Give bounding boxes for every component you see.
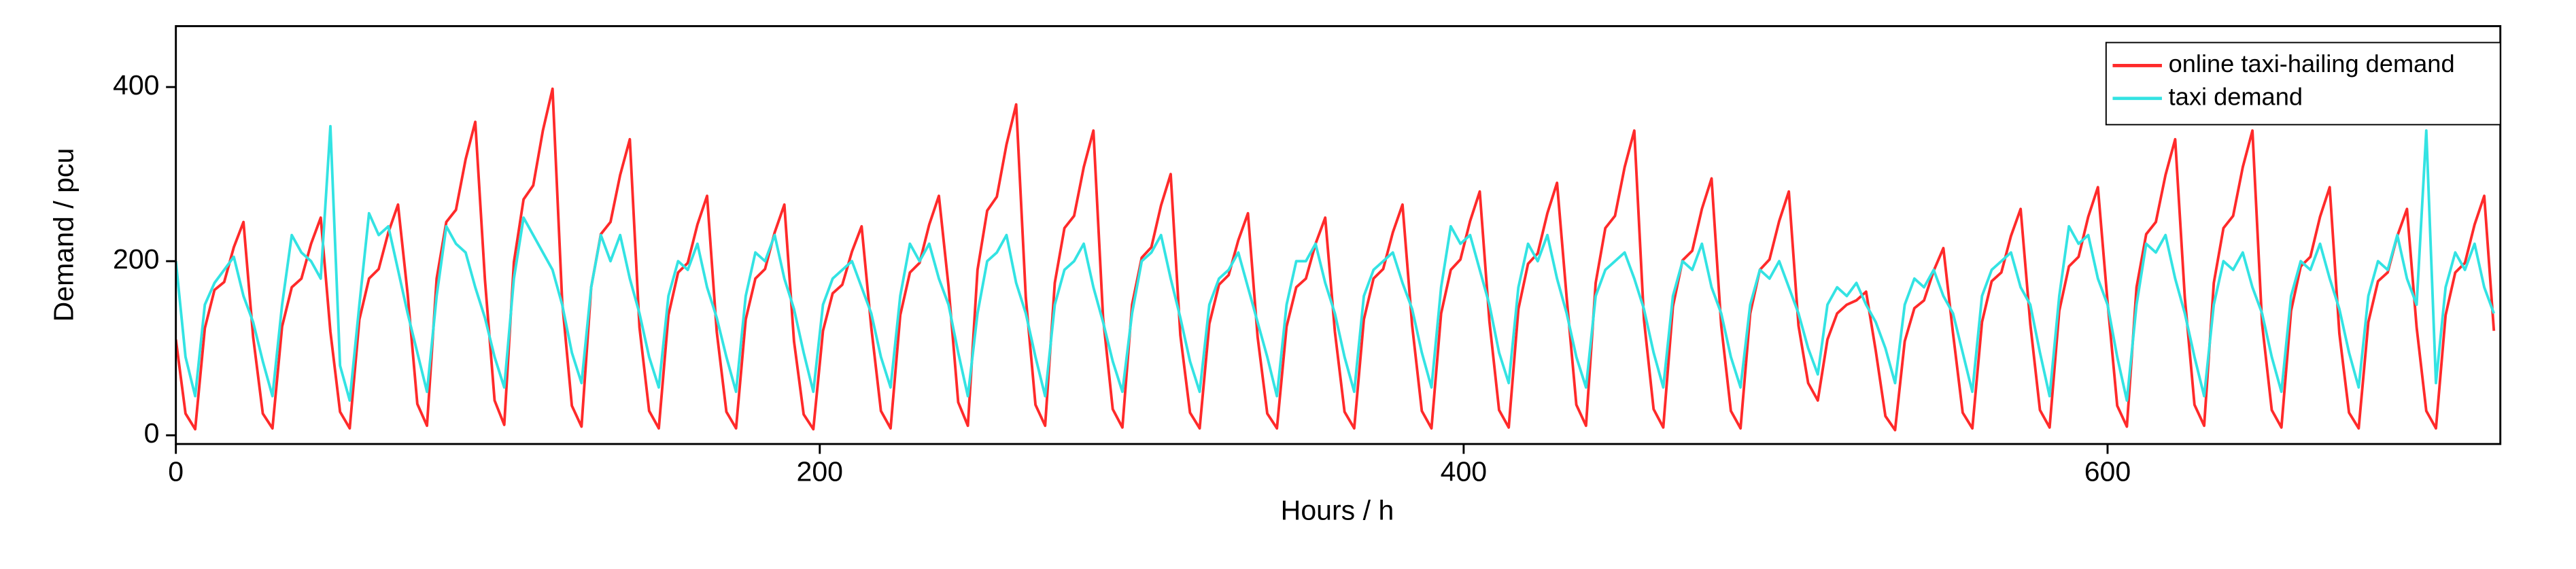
x-tick-label: 0: [168, 455, 184, 487]
series-line: [175, 87, 2496, 432]
plot-frame: [175, 24, 2502, 445]
y-tick-label: 0: [144, 417, 160, 449]
y-tick-label: 200: [113, 243, 160, 275]
x-tick-label: 600: [2084, 455, 2131, 487]
legend-label: taxi demand: [2169, 82, 2303, 110]
series-line: [175, 124, 2496, 402]
y-tick-label: 400: [113, 69, 160, 101]
x-axis-title: Hours / h: [1281, 495, 1394, 526]
legend-box: [2105, 41, 2501, 126]
legend-label: online taxi-hailing demand: [2169, 50, 2455, 77]
y-axis-title: Demand / pcu: [48, 148, 80, 322]
x-tick-label: 400: [1441, 455, 1488, 487]
x-tick-label: 200: [797, 455, 844, 487]
